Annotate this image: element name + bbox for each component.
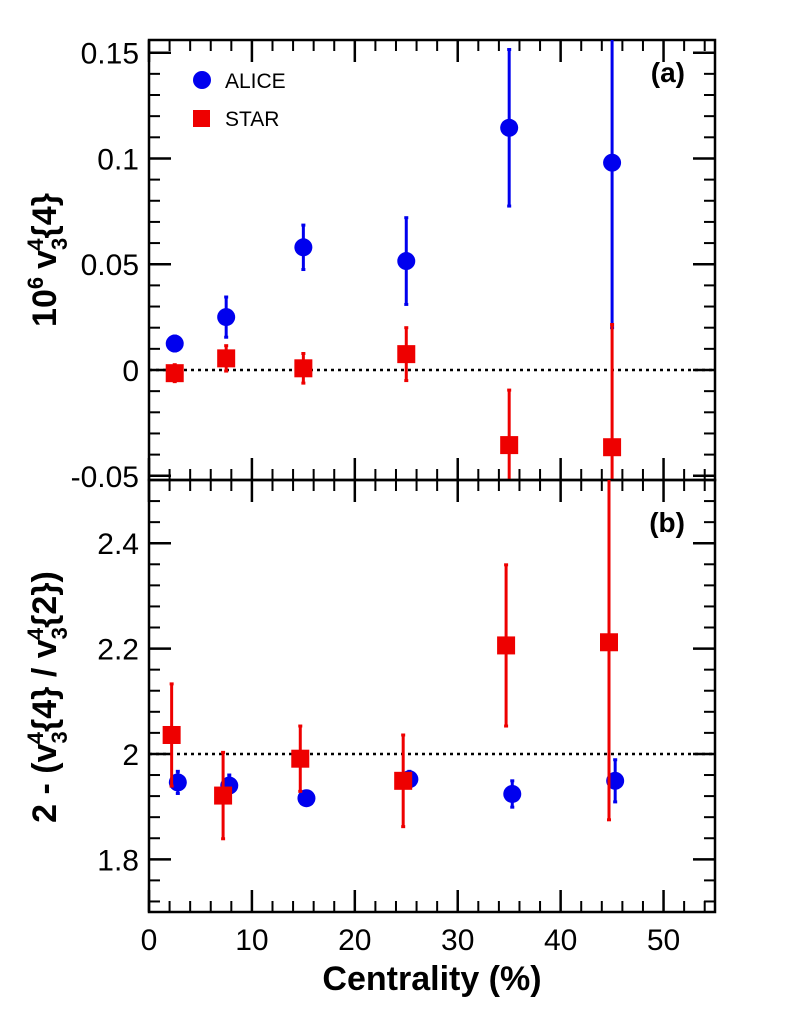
alice-point (217, 308, 236, 327)
star-point (162, 725, 181, 744)
y-axis-title-a: 106v34{4} (23, 193, 72, 327)
panel-b-frame (147, 478, 717, 914)
x-tick-label: 20 (338, 924, 371, 957)
x-tick-label: 0 (141, 924, 158, 957)
y-tick-label-b: 1.8 (97, 844, 139, 877)
panel-b-data-marks (162, 480, 625, 841)
star-point (394, 771, 413, 790)
alice-point (503, 784, 522, 803)
y-tick-label-a: 0 (122, 355, 139, 388)
star-point (397, 345, 416, 364)
y-tick-label-a: 0.15 (81, 38, 139, 71)
panel-a: -0.05 0 0.05 0.1 0.15 (a) ALICE STAR (71, 38, 717, 494)
star-point (165, 364, 184, 383)
x-tick-label: 30 (441, 924, 474, 957)
panel-b-ticks (147, 479, 715, 912)
y-tick-label-a: 0.1 (97, 143, 139, 176)
star-point (500, 436, 519, 455)
y-tick-label-b: 2.4 (97, 528, 139, 561)
legend: ALICE STAR (193, 70, 286, 131)
y-axis-title-b: 2 - (v34{4} / v34{2}) (23, 571, 72, 823)
x-tick-label: 10 (235, 924, 268, 957)
legend-alice-label: ALICE (225, 70, 286, 93)
alice-point (297, 789, 316, 808)
panel-a-data-marks (165, 40, 622, 480)
alice-point (500, 118, 519, 137)
star-point (294, 359, 313, 378)
x-tick-label: 50 (647, 924, 680, 957)
legend-star-label: STAR (225, 108, 279, 131)
star-point (497, 636, 516, 655)
y-tick-label-b: 2 (122, 739, 139, 772)
star-point (603, 438, 622, 457)
alice-point (397, 252, 416, 271)
x-axis-title: Centrality (%) (322, 960, 541, 998)
panel-b-tick-labels: 1.8 2 2.2 2.4 0 10 20 30 40 50 (97, 528, 680, 957)
star-point (214, 786, 233, 805)
panel-a-tick-labels: -0.05 0 0.05 0.1 0.15 (71, 38, 139, 494)
alice-point (603, 153, 622, 172)
star-point (217, 349, 236, 368)
panel-a-label: (a) (651, 57, 685, 88)
alice-point (294, 238, 313, 257)
legend-star-marker (193, 110, 210, 127)
y-tick-label-a: -0.05 (71, 461, 139, 494)
alice-point (606, 771, 625, 790)
alice-point (165, 334, 184, 353)
star-point (291, 749, 310, 768)
panel-a-frame (147, 38, 717, 482)
legend-alice-marker (193, 71, 211, 89)
x-tick-label: 40 (544, 924, 577, 957)
y-tick-label-b: 2.2 (97, 634, 139, 667)
y-tick-label-a: 0.05 (81, 249, 139, 282)
star-point (600, 633, 619, 652)
panel-b: 1.8 2 2.2 2.4 0 10 20 30 40 50 (b) (97, 478, 717, 957)
panel-a-ticks (147, 40, 715, 480)
panel-b-label: (b) (649, 507, 685, 538)
